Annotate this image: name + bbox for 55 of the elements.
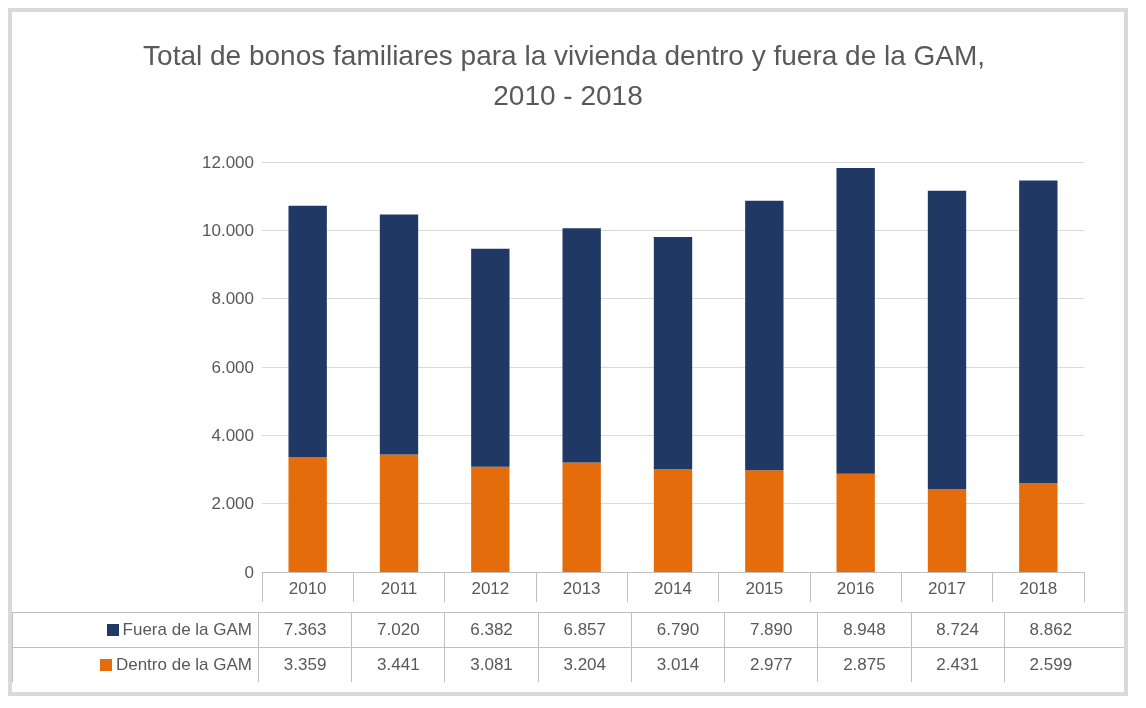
bar	[288, 205, 327, 458]
x-tick-label: 2011	[380, 579, 418, 598]
data-label: 3.014	[630, 648, 725, 682]
legend-label: Dentro de la GAM	[115, 655, 252, 675]
data-label: 3.441	[351, 648, 445, 682]
legend-label: Fuera de la GAM	[122, 620, 252, 640]
data-label: 8.724	[910, 613, 1004, 647]
data-label: 3.359	[258, 648, 352, 682]
y-tick-label: 2.000	[211, 494, 254, 514]
x-tick-label: 2010	[288, 579, 327, 598]
data-label: 6.382	[444, 613, 538, 647]
y-tick-label: 12.000	[202, 152, 254, 172]
bar	[653, 469, 693, 572]
bar	[836, 473, 875, 572]
bar	[927, 488, 967, 572]
bar	[471, 248, 510, 467]
x-tick-label: 2016	[836, 579, 875, 598]
data-label: 2.431	[910, 648, 1004, 682]
data-label: 2.599	[1003, 648, 1097, 682]
x-tick-label: 2018	[1019, 579, 1058, 598]
y-tick-label: 0	[244, 562, 254, 582]
data-label: 7.363	[258, 613, 352, 647]
bar	[562, 228, 601, 463]
bar	[379, 214, 419, 455]
data-label: 2.875	[817, 648, 911, 682]
bar	[471, 466, 510, 572]
y-tick-label: 10.000	[202, 220, 254, 240]
bar	[836, 168, 875, 474]
bar	[379, 454, 419, 572]
bar	[288, 457, 327, 572]
x-tick-label: 2012	[471, 579, 510, 598]
data-label: 3.204	[537, 648, 631, 682]
bar	[745, 470, 784, 572]
data-label: 8.862	[1003, 613, 1097, 647]
data-label: 2.977	[724, 648, 818, 682]
y-tick-label: 6.000	[211, 357, 254, 377]
bar	[562, 462, 601, 572]
y-tick-label: 4.000	[211, 425, 254, 445]
data-label: 3.081	[444, 648, 538, 682]
x-tick-label: 2014	[654, 579, 692, 598]
data-label: 6.790	[630, 613, 725, 647]
y-tick-label: 8.000	[211, 289, 254, 309]
data-label: 6.857	[537, 613, 631, 647]
bar	[653, 237, 693, 470]
bar	[745, 200, 784, 471]
bar	[1019, 180, 1058, 484]
x-tick-label: 2013	[562, 579, 601, 598]
data-label: 7.890	[724, 613, 818, 647]
data-label: 7.020	[351, 613, 445, 647]
bar	[1019, 483, 1058, 572]
bar	[927, 190, 967, 489]
x-tick-label: 2017	[928, 579, 966, 598]
x-tick-label: 2015	[745, 579, 784, 598]
data-label: 8.948	[817, 613, 911, 647]
chart-title: Total de bonos familiares para la vivienda dentro y fuera de la GAM, 2010 - 2018	[143, 39, 993, 111]
